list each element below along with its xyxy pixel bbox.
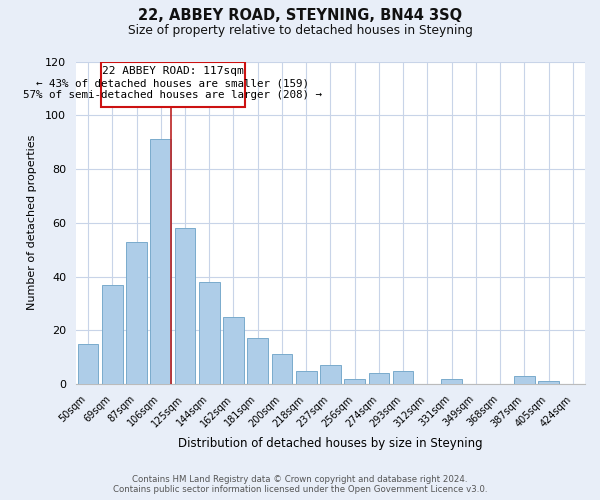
Bar — [538, 382, 559, 384]
Text: 22 ABBEY ROAD: 117sqm: 22 ABBEY ROAD: 117sqm — [102, 66, 244, 76]
Bar — [126, 242, 147, 384]
Text: Contains HM Land Registry data © Crown copyright and database right 2024.
Contai: Contains HM Land Registry data © Crown c… — [113, 474, 487, 494]
Bar — [368, 374, 389, 384]
Bar — [320, 365, 341, 384]
Bar — [175, 228, 196, 384]
Text: ← 43% of detached houses are smaller (159): ← 43% of detached houses are smaller (15… — [37, 78, 310, 88]
Bar — [514, 376, 535, 384]
Bar — [102, 284, 122, 384]
X-axis label: Distribution of detached houses by size in Steyning: Distribution of detached houses by size … — [178, 437, 483, 450]
FancyBboxPatch shape — [101, 62, 245, 107]
Text: 57% of semi-detached houses are larger (208) →: 57% of semi-detached houses are larger (… — [23, 90, 322, 100]
Text: Size of property relative to detached houses in Steyning: Size of property relative to detached ho… — [128, 24, 472, 37]
Bar — [442, 378, 462, 384]
Bar — [151, 140, 171, 384]
Bar — [296, 370, 317, 384]
Text: 22, ABBEY ROAD, STEYNING, BN44 3SQ: 22, ABBEY ROAD, STEYNING, BN44 3SQ — [138, 8, 462, 22]
Bar — [247, 338, 268, 384]
Bar — [272, 354, 292, 384]
Bar — [199, 282, 220, 384]
Bar — [223, 317, 244, 384]
Bar — [393, 370, 413, 384]
Bar — [344, 378, 365, 384]
Bar — [78, 344, 98, 384]
Y-axis label: Number of detached properties: Number of detached properties — [27, 135, 37, 310]
